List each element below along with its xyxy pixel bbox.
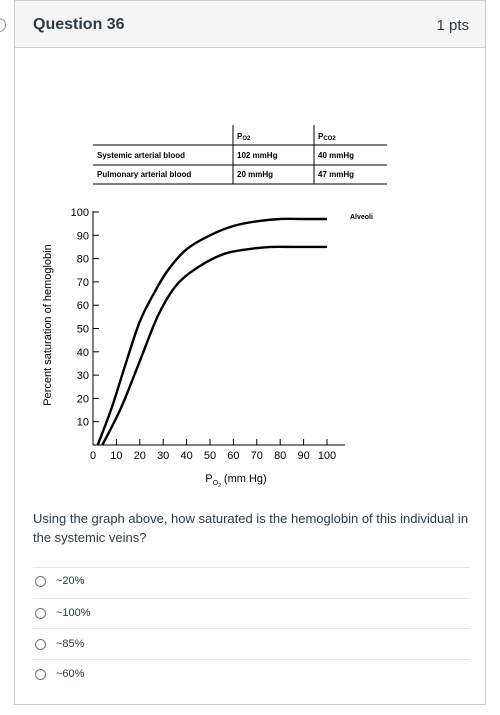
table-row-pco2-1: 47 mmHg (318, 170, 354, 179)
figure: PO2 PCO2 Systemic arterial blood 102 mmH… (42, 125, 387, 489)
radio-button[interactable] (35, 575, 46, 587)
series-line-0 (96, 217, 327, 446)
x-tick-label: 60 (227, 450, 239, 462)
answers-divider (33, 628, 470, 629)
y-tick-label: 50 (77, 324, 89, 336)
y-tick-label: 10 (77, 417, 89, 429)
table-header-pco2: PCO2 (318, 132, 336, 142)
oxygen-dissociation-chart: 10 20 30 40 50 60 70 80 90 100 0 10 20 30 40 50 60 70 80 9… (42, 207, 373, 489)
radio-button[interactable] (35, 638, 46, 650)
x-tick-label: 70 (251, 450, 263, 462)
series-line-1 (101, 245, 327, 446)
answer-label: ~85% (56, 638, 85, 650)
table-row-pco2-0: 40 mmHg (318, 151, 354, 160)
radio-button[interactable] (35, 668, 46, 680)
answer-label: ~20% (56, 575, 85, 587)
y-axis-label: Percent saturation of hemoglobin (42, 244, 54, 405)
table-row-po2-0: 102 mmHg (237, 151, 278, 160)
y-tick-label: 70 (77, 277, 89, 289)
radio-button[interactable] (35, 607, 46, 619)
alveoli-annotation: Alveoli (350, 214, 373, 221)
x-tick-label: 50 (204, 450, 216, 462)
answer-option-0[interactable]: ~20% (35, 571, 84, 591)
x-axis-label: PO2 (mm Hg) (205, 473, 266, 489)
x-tick-label: 90 (297, 450, 309, 462)
question-text: Using the graph above, how saturated is … (33, 511, 469, 545)
answer-option-2[interactable]: ~85% (35, 634, 84, 654)
x-tick-label: 10 (110, 450, 122, 462)
y-tick-label: 90 (77, 230, 89, 242)
data-table: PO2 PCO2 Systemic arterial blood 102 mmH… (93, 125, 387, 185)
answers-divider (33, 598, 470, 599)
y-tick-label: 80 (77, 254, 89, 266)
question-points: 1 pts (436, 17, 469, 34)
answer-label: ~100% (56, 607, 91, 619)
y-tick-label: 60 (77, 300, 89, 312)
y-tick-label: 20 (77, 393, 89, 405)
question-header: Question 36 1 pts (15, 1, 485, 48)
x-tick-label: 40 (180, 450, 192, 462)
y-tick-label: 100 (71, 207, 89, 219)
table-header-po2: PO2 (237, 132, 251, 142)
table-row-po2-1: 20 mmHg (237, 170, 273, 179)
y-tick-label: 30 (77, 370, 89, 382)
x-tick-label: 30 (157, 450, 169, 462)
question-title: Question 36 (33, 16, 125, 33)
y-tick-label: 40 (77, 347, 89, 359)
x-tick-label: 100 (318, 450, 336, 462)
table-row-label-0: Systemic arterial blood (97, 151, 185, 160)
answers-divider (33, 567, 470, 568)
answer-option-3[interactable]: ~60% (35, 664, 84, 684)
x-tick-label: 20 (134, 450, 146, 462)
answers-divider (33, 659, 470, 660)
answer-label: ~60% (56, 668, 85, 680)
answer-option-1[interactable]: ~100% (35, 603, 91, 623)
x-tick-label: 0 (90, 450, 96, 462)
x-tick-label: 80 (274, 450, 286, 462)
table-row-label-1: Pulmonary arterial blood (97, 170, 191, 179)
